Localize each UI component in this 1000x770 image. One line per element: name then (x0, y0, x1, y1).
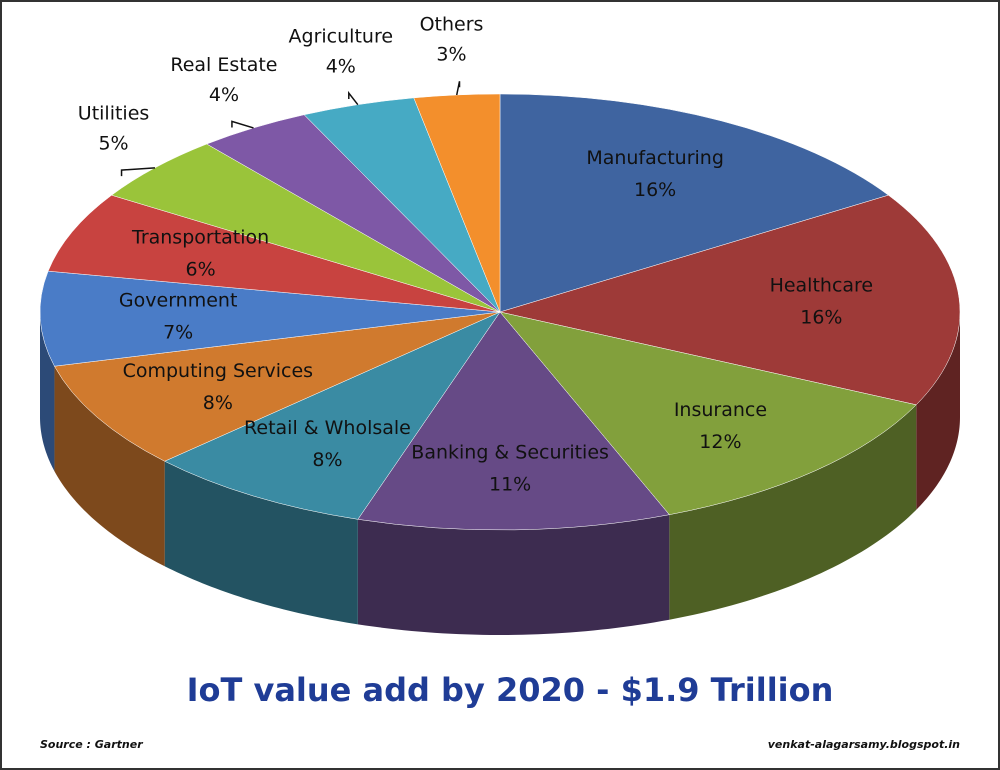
value-label: 7% (163, 321, 193, 343)
slice-side (669, 404, 917, 620)
category-label: Real Estate (170, 54, 277, 76)
credit: venkat-alagarsamy.blogspot.in (768, 738, 960, 751)
category-label: Government (119, 289, 238, 311)
slice (499, 194, 961, 406)
slice (499, 311, 917, 515)
slice (47, 194, 501, 313)
value-label: 8% (203, 392, 233, 414)
slice (413, 93, 501, 313)
slice (357, 311, 670, 531)
slice-side (164, 461, 358, 625)
chart-title: IoT value add by 2020 - $1.9 Trillion (187, 671, 834, 709)
value-label: 8% (312, 449, 342, 471)
leader-line (348, 90, 359, 106)
category-label: Manufacturing (586, 147, 724, 169)
value-label: 12% (699, 431, 741, 453)
slice-side (357, 514, 670, 635)
slice-side (40, 312, 55, 472)
category-label: Utilities (78, 103, 150, 125)
value-label: 16% (800, 307, 842, 329)
slice-side (916, 312, 960, 510)
category-label: Transportation (131, 227, 269, 249)
value-label: 11% (489, 473, 531, 495)
category-label: Computing Services (123, 360, 314, 382)
category-label: Banking & Securities (411, 441, 609, 463)
category-label: Agriculture (289, 26, 394, 48)
category-label: Retail & Wholsale (244, 417, 411, 439)
value-label: 4% (326, 56, 356, 78)
category-label: Others (420, 14, 484, 36)
slice (499, 93, 889, 313)
slice (39, 270, 501, 367)
category-label: Insurance (674, 399, 767, 421)
slice (54, 311, 501, 462)
category-label: Healthcare (770, 275, 874, 297)
value-label: 6% (186, 259, 216, 281)
slice (164, 311, 501, 520)
pie: Manufacturing 16% Healthcare 16% Insurance 12… (39, 14, 961, 635)
leader-line (455, 81, 461, 96)
value-label: 5% (98, 133, 128, 155)
source: Source : Gartner (40, 738, 143, 751)
leader-line (120, 167, 156, 177)
slice-side (54, 366, 165, 567)
value-label: 4% (209, 84, 239, 106)
value-label: 16% (634, 179, 676, 201)
slice (111, 143, 501, 313)
value-label: 3% (436, 44, 466, 66)
leader-line (231, 120, 254, 129)
